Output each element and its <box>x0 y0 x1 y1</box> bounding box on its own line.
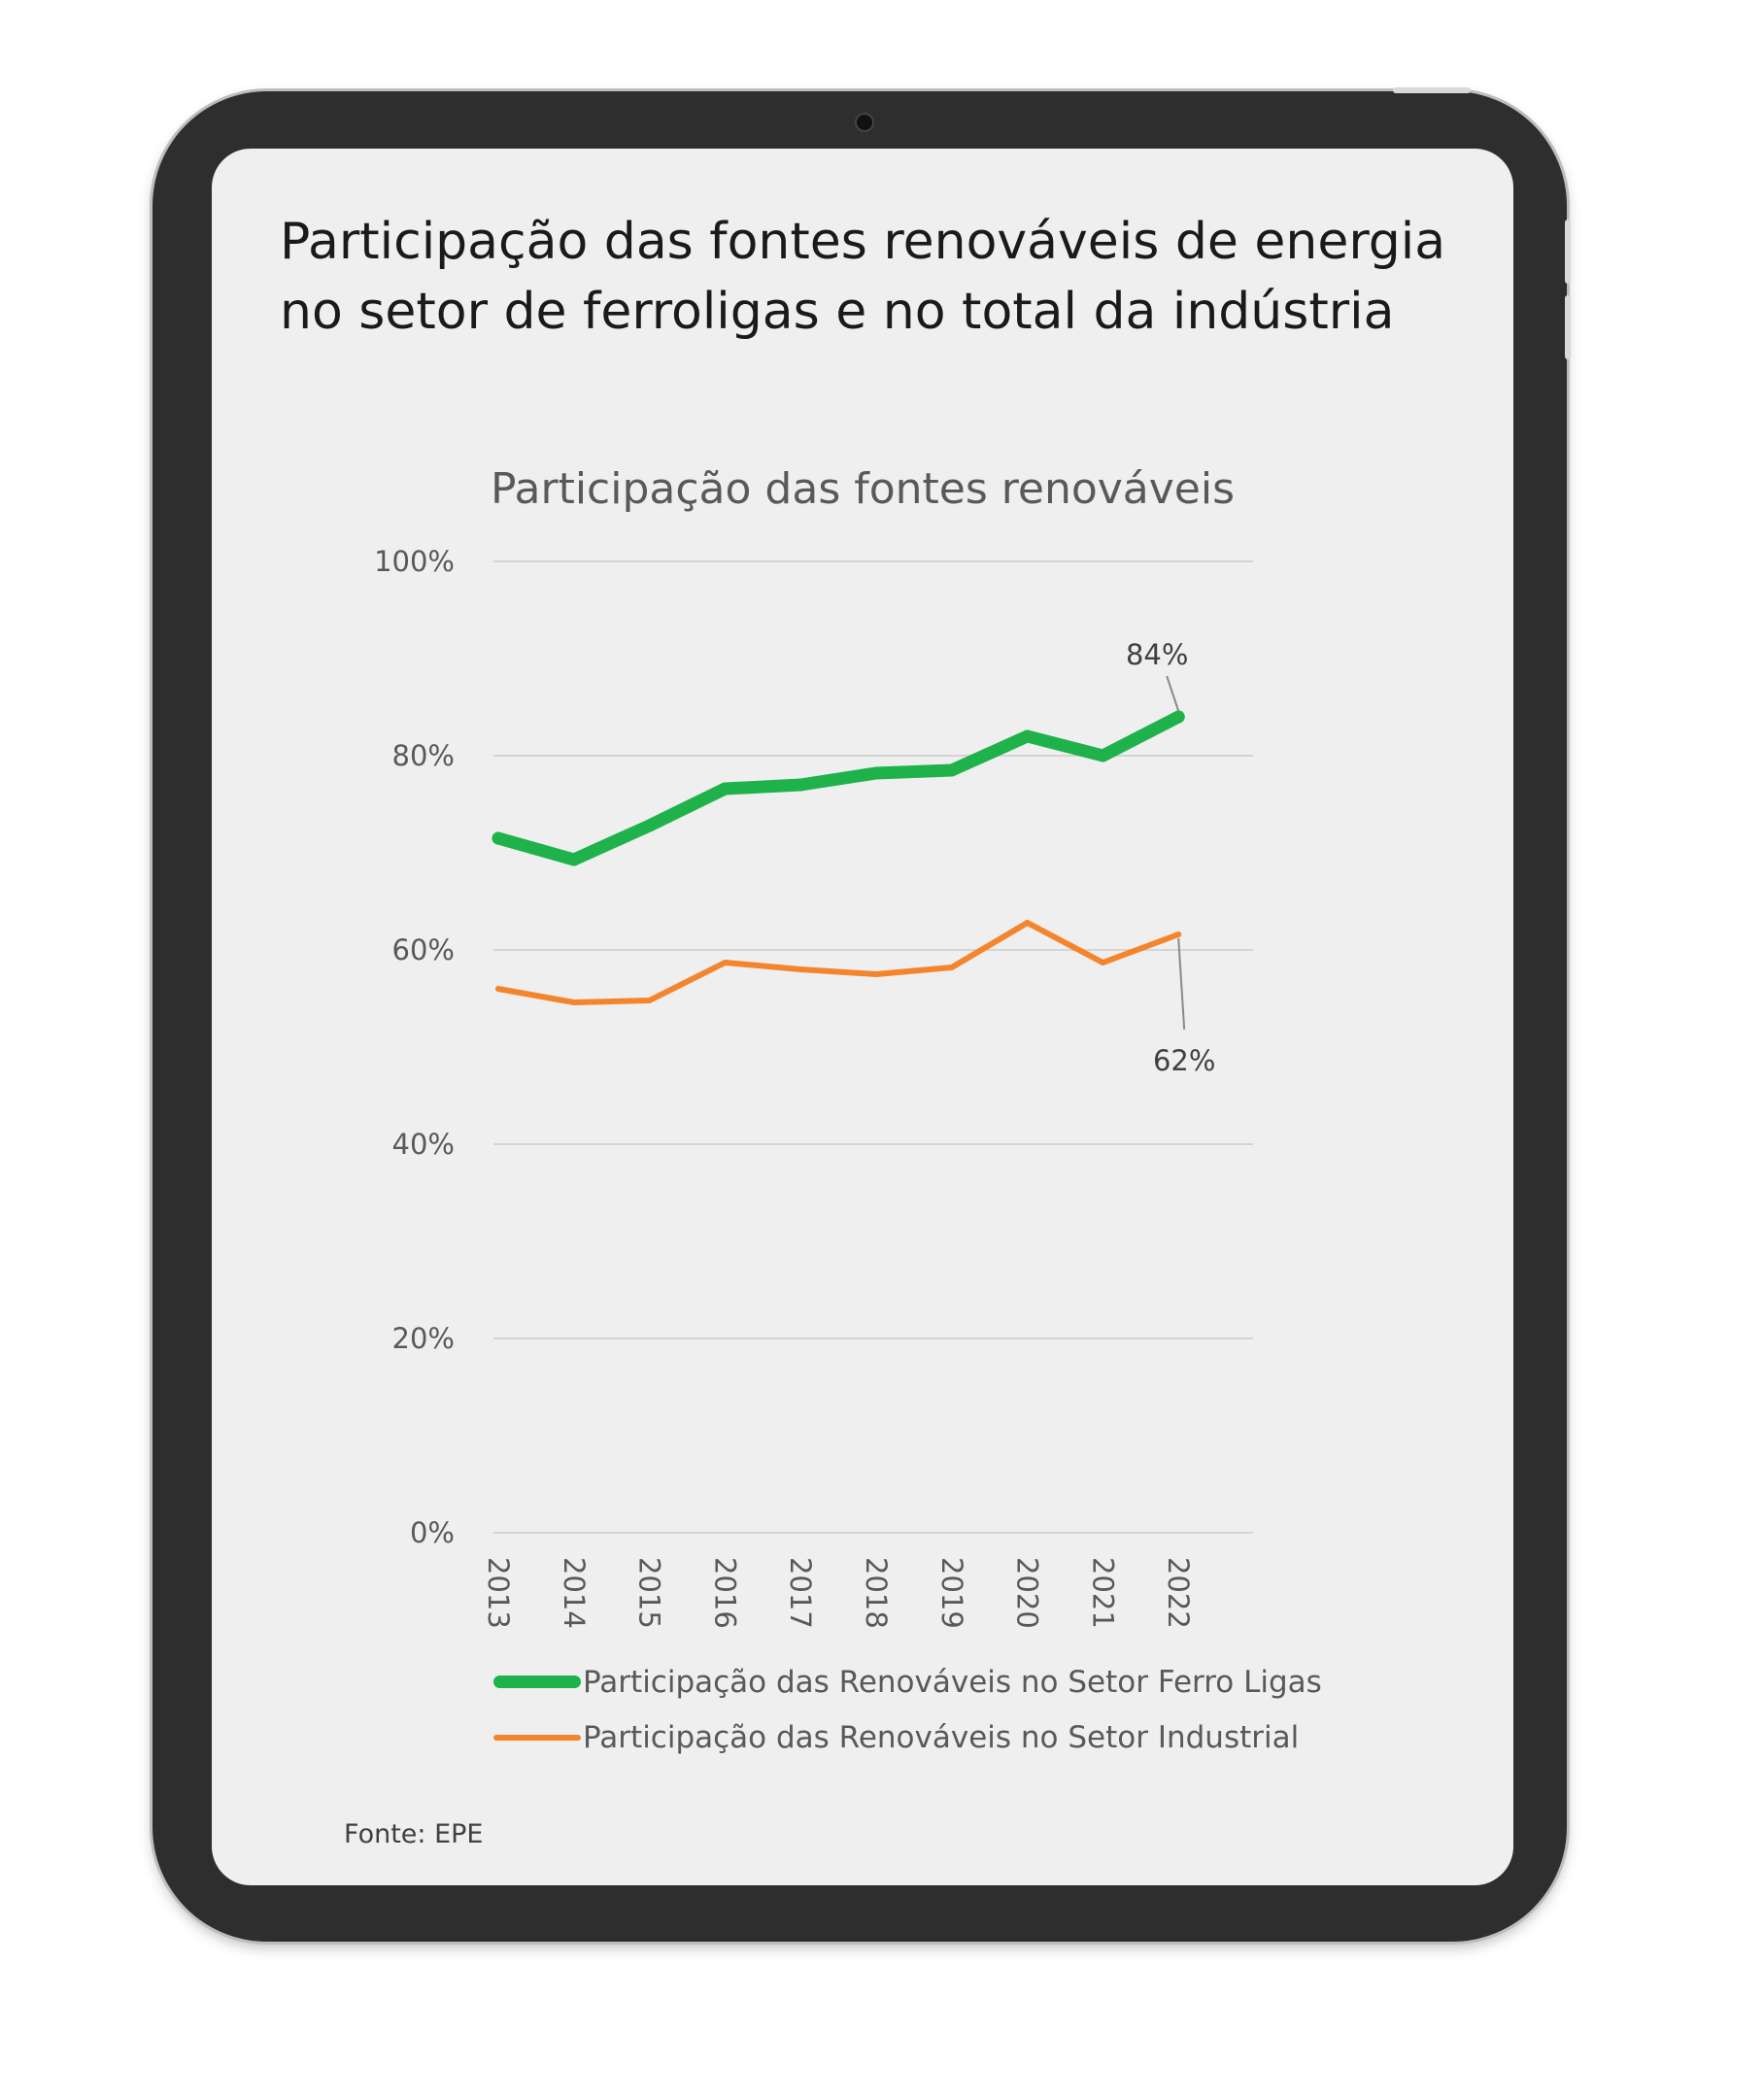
data-point <box>794 778 807 792</box>
y-tick-label: 60% <box>392 933 455 966</box>
data-point <box>797 966 804 972</box>
x-tick-label: 2014 <box>558 1557 591 1629</box>
legend-swatch-industrial <box>493 1734 581 1741</box>
data-point <box>643 819 657 832</box>
tablet-volume-up-button <box>1565 220 1571 284</box>
x-tick-label: 2018 <box>860 1557 893 1629</box>
data-point <box>948 965 955 970</box>
legend-swatch-ferro-ligas <box>493 1676 581 1688</box>
legend-item-ferro-ligas: Participação das Renováveis no Setor Fer… <box>493 1654 1322 1710</box>
tablet-screen: Participação das fontes renováveis de en… <box>212 149 1513 1885</box>
data-label-ferro-ligas: 84% <box>1126 638 1188 671</box>
x-tick-label: 2021 <box>1086 1557 1119 1629</box>
data-point <box>495 986 501 992</box>
y-tick-label: 100% <box>374 545 455 578</box>
camera-icon <box>855 113 874 132</box>
x-tick-label: 2022 <box>1162 1557 1195 1629</box>
data-point <box>869 766 883 780</box>
tablet-top-button <box>1393 87 1471 93</box>
y-tick-label: 40% <box>392 1128 455 1161</box>
data-point <box>1171 710 1185 724</box>
data-point <box>570 999 577 1005</box>
x-tick-label: 2016 <box>708 1557 741 1629</box>
x-tick-label: 2020 <box>1011 1557 1044 1629</box>
line-chart: 0% 20% 40% 60% 80% 100% 2013 2014 2015 2016 2017 20… <box>374 545 1253 1629</box>
legend-label-ferro-ligas: Participação das Renováveis no Setor Fer… <box>583 1664 1322 1700</box>
x-tick-label: 2017 <box>784 1557 817 1629</box>
data-point <box>567 853 581 866</box>
legend-label-industrial: Participação das Renováveis no Setor Ind… <box>583 1719 1300 1755</box>
x-tick-label: 2013 <box>482 1557 515 1629</box>
series-line-ferro-ligas <box>492 710 1185 866</box>
tablet-volume-down-button <box>1565 295 1571 359</box>
source-note: Fonte: EPE <box>344 1819 484 1849</box>
x-tick-label: 2019 <box>935 1557 968 1629</box>
data-point <box>1024 920 1031 926</box>
data-point <box>873 971 879 977</box>
data-point <box>1175 931 1182 937</box>
data-point <box>1021 729 1035 743</box>
series-line-industrial <box>495 920 1182 1005</box>
data-point <box>718 782 731 796</box>
data-point <box>1100 960 1106 965</box>
data-point <box>492 831 505 845</box>
data-point <box>1096 749 1109 762</box>
data-point <box>646 998 653 1003</box>
legend-item-industrial: Participação das Renováveis no Setor Ind… <box>493 1710 1322 1765</box>
x-tick-label: 2015 <box>633 1557 666 1629</box>
page-title: Participação das fontes renováveis de en… <box>280 213 1446 341</box>
leader-line <box>1177 937 1186 1031</box>
y-tick-label: 80% <box>392 739 455 772</box>
chart-title: Participação das fontes renováveis <box>490 464 1236 514</box>
data-point <box>722 960 729 965</box>
chart-legend: Participação das Renováveis no Setor Fer… <box>493 1654 1322 1765</box>
data-label-industrial: 62% <box>1153 1044 1215 1077</box>
leader-line <box>1166 675 1180 712</box>
data-point <box>945 763 959 777</box>
y-tick-label: 20% <box>392 1322 455 1355</box>
y-tick-label: 0% <box>410 1516 455 1549</box>
